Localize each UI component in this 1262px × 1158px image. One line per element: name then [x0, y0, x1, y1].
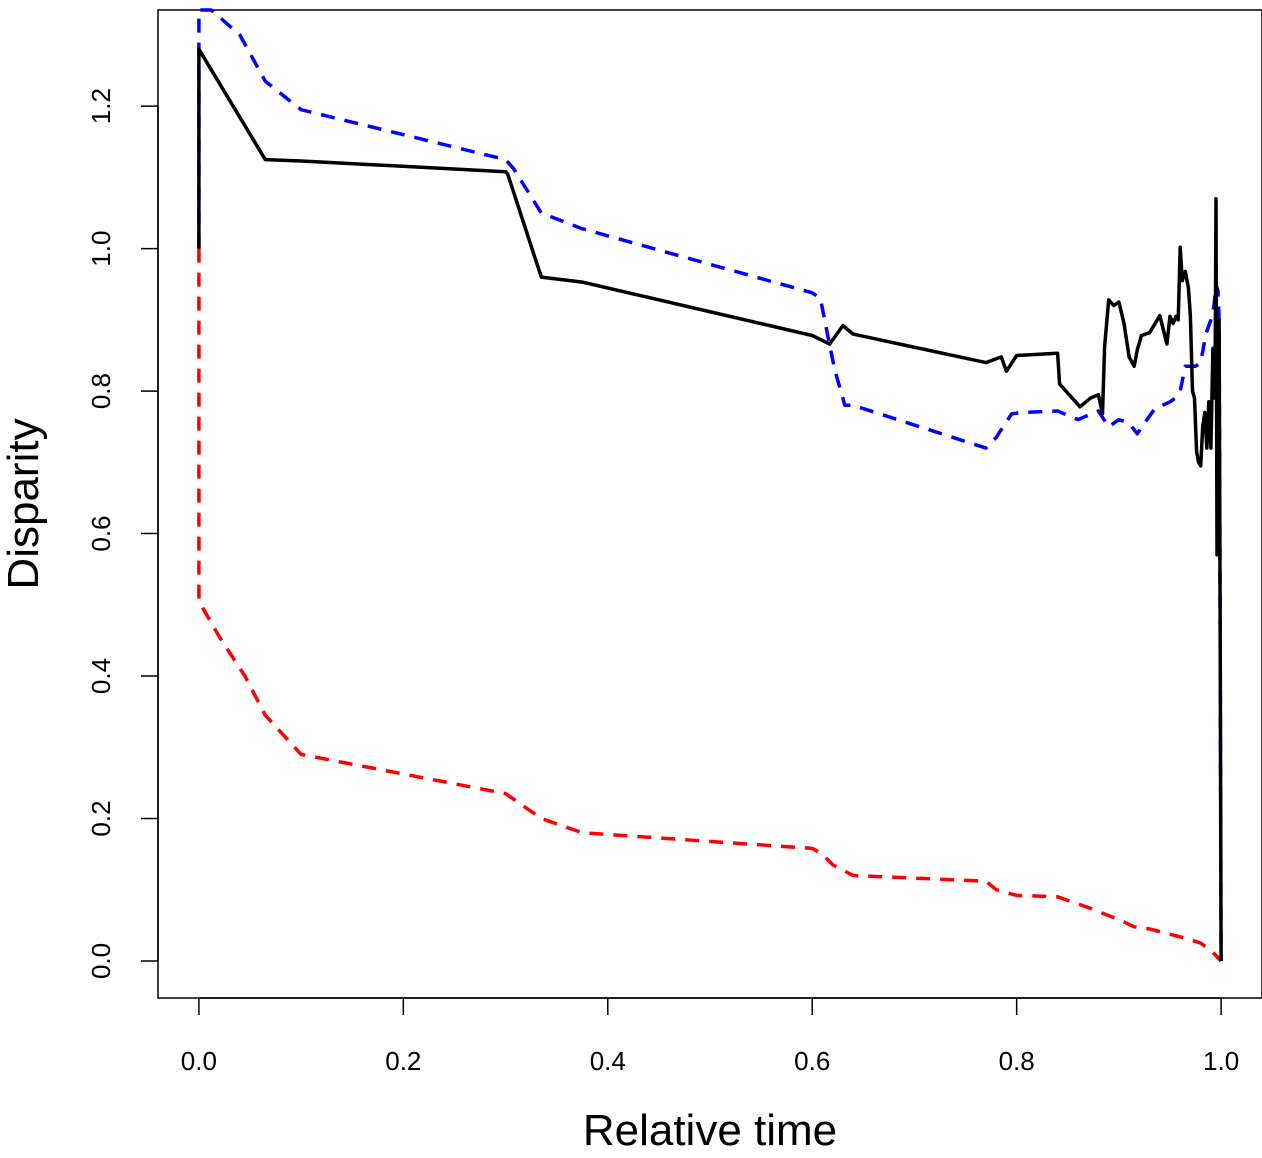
x-tick-label: 0.6: [794, 1046, 830, 1076]
y-tick-label: 1.2: [86, 88, 116, 124]
y-axis: 0.0 0.2 0.4 0.6 0.8 1.0 1.2: [86, 88, 159, 979]
y-tick-label: 0.8: [86, 373, 116, 409]
y-tick-label: 1.0: [86, 231, 116, 267]
y-tick-label: 0.4: [86, 658, 116, 694]
series-line-0: [197, 47, 1223, 962]
x-tick-label: 1.0: [1203, 1046, 1239, 1076]
x-axis: 0.0 0.2 0.4 0.6 0.8 1.0: [181, 997, 1239, 1076]
series-line-2: [197, 248, 1223, 963]
plot-frame: [157, 9, 1262, 999]
x-tick-label: 0.2: [385, 1046, 421, 1076]
series-layer: [197, 8, 1223, 963]
y-tick-label: 0.2: [86, 800, 116, 836]
y-axis-label: Disparity: [0, 418, 48, 589]
series-line-1: [197, 8, 1223, 962]
y-tick-label: 0.0: [86, 943, 116, 979]
x-tick-label: 0.8: [999, 1046, 1035, 1076]
y-tick-label: 0.6: [86, 515, 116, 551]
x-axis-label: Relative time: [583, 1106, 837, 1153]
x-tick-label: 0.0: [181, 1046, 217, 1076]
x-tick-label: 0.4: [590, 1046, 626, 1076]
